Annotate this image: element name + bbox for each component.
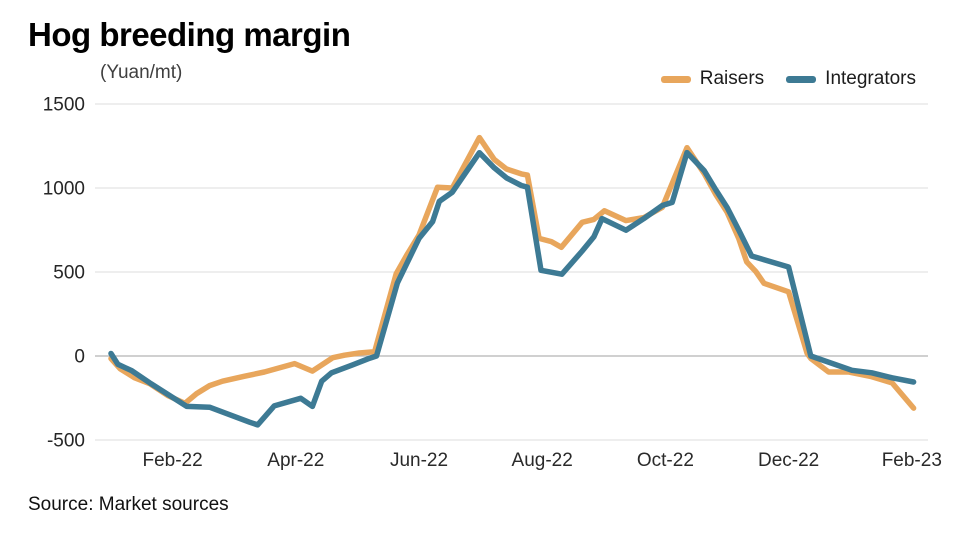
x-tick-label: Apr-22	[267, 450, 324, 471]
y-axis-unit-label: (Yuan/mt)	[100, 62, 183, 83]
chart-title: Hog breeding margin	[28, 16, 351, 53]
y-tick-label: 1000	[43, 179, 85, 200]
y-tick-label: -500	[47, 431, 85, 452]
x-tick-label: Feb-22	[142, 450, 202, 471]
series-line-integrators	[108, 149, 917, 428]
integrators-line-swatch-icon	[786, 75, 817, 83]
raisers-line-swatch-icon	[660, 75, 691, 83]
legend-item-raisers: Raisers	[660, 68, 765, 90]
legend-label-raisers: Raisers	[699, 68, 765, 89]
x-tick-label: Jun-22	[390, 450, 448, 471]
legend: Raisers Integrators	[660, 66, 916, 92]
x-tick-label: Aug-22	[512, 450, 573, 471]
legend-item-integrators: Integrators	[786, 68, 916, 90]
legend-label-integrators: Integrators	[825, 68, 916, 89]
y-tick-label: 0	[74, 347, 85, 368]
x-tick-label: Oct-22	[637, 450, 694, 471]
x-tick-label: Feb-23	[882, 450, 942, 471]
x-tick-label: Dec-22	[758, 450, 819, 471]
y-tick-label: 500	[53, 263, 85, 284]
y-tick-label: 1500	[43, 95, 85, 116]
source-note: Source: Market sources	[28, 494, 229, 515]
series-line-raisers	[108, 134, 917, 411]
